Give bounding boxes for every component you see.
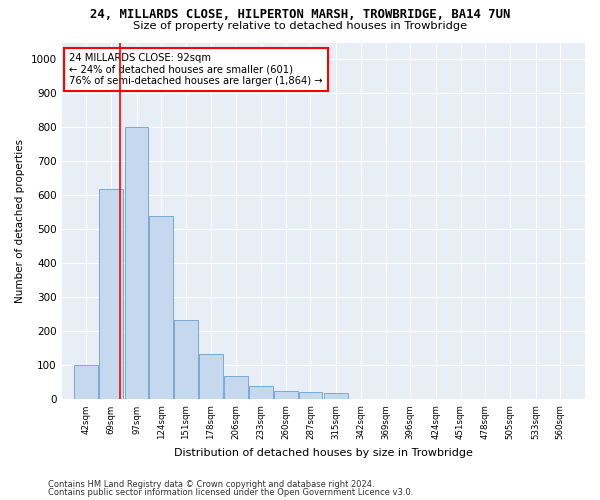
Bar	[324, 392, 348, 400]
Bar	[274, 391, 298, 400]
Bar	[224, 376, 248, 400]
Bar	[174, 320, 198, 400]
Bar	[199, 354, 223, 400]
Bar	[299, 392, 322, 400]
Text: Size of property relative to detached houses in Trowbridge: Size of property relative to detached ho…	[133, 21, 467, 31]
Text: Contains HM Land Registry data © Crown copyright and database right 2024.: Contains HM Land Registry data © Crown c…	[48, 480, 374, 489]
Bar	[149, 216, 173, 400]
X-axis label: Distribution of detached houses by size in Trowbridge: Distribution of detached houses by size …	[174, 448, 473, 458]
Text: Contains public sector information licensed under the Open Government Licence v3: Contains public sector information licen…	[48, 488, 413, 497]
Bar	[249, 386, 273, 400]
Text: 24, MILLARDS CLOSE, HILPERTON MARSH, TROWBRIDGE, BA14 7UN: 24, MILLARDS CLOSE, HILPERTON MARSH, TRO…	[90, 8, 510, 20]
Bar	[125, 128, 148, 400]
Bar	[99, 188, 123, 400]
Text: 24 MILLARDS CLOSE: 92sqm
← 24% of detached houses are smaller (601)
76% of semi-: 24 MILLARDS CLOSE: 92sqm ← 24% of detach…	[70, 53, 323, 86]
Bar	[74, 366, 98, 400]
Y-axis label: Number of detached properties: Number of detached properties	[15, 139, 25, 303]
